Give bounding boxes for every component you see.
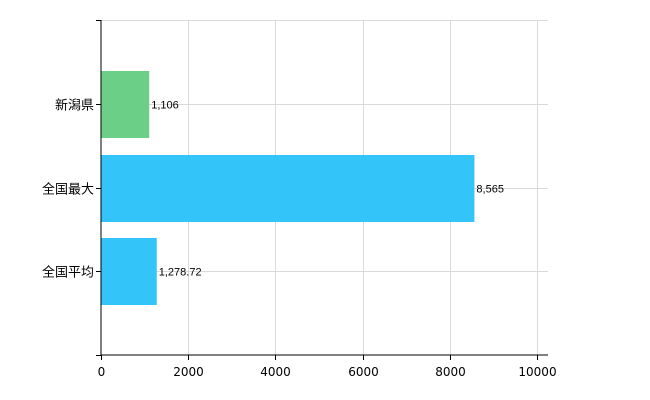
x-axis-ticks: 0 2000 4000 6000 8000 10000 [98, 355, 557, 379]
bar [101, 155, 475, 222]
grid-lines [101, 20, 548, 355]
x-tick-label: 10000 [518, 365, 556, 379]
data-label: 8,565 [476, 184, 504, 196]
axes [100, 20, 548, 356]
bar [101, 238, 157, 305]
y-tick-label: 全国平均 [42, 265, 94, 281]
x-tick-label: 8000 [435, 365, 466, 379]
x-tick-label: 2000 [173, 365, 204, 379]
bar [101, 71, 150, 138]
bars [101, 71, 475, 305]
x-tick-label: 0 [98, 365, 106, 379]
data-label: 1,106 [151, 100, 179, 112]
data-label: 1,278.72 [159, 267, 202, 279]
x-tick-label: 6000 [348, 365, 379, 379]
x-tick-label: 4000 [260, 365, 291, 379]
y-tick-label: 新潟県 [55, 98, 94, 114]
y-tick-label: 全国最大 [42, 182, 94, 198]
data-labels: 1,106 8,565 1,278.72 [151, 100, 504, 279]
